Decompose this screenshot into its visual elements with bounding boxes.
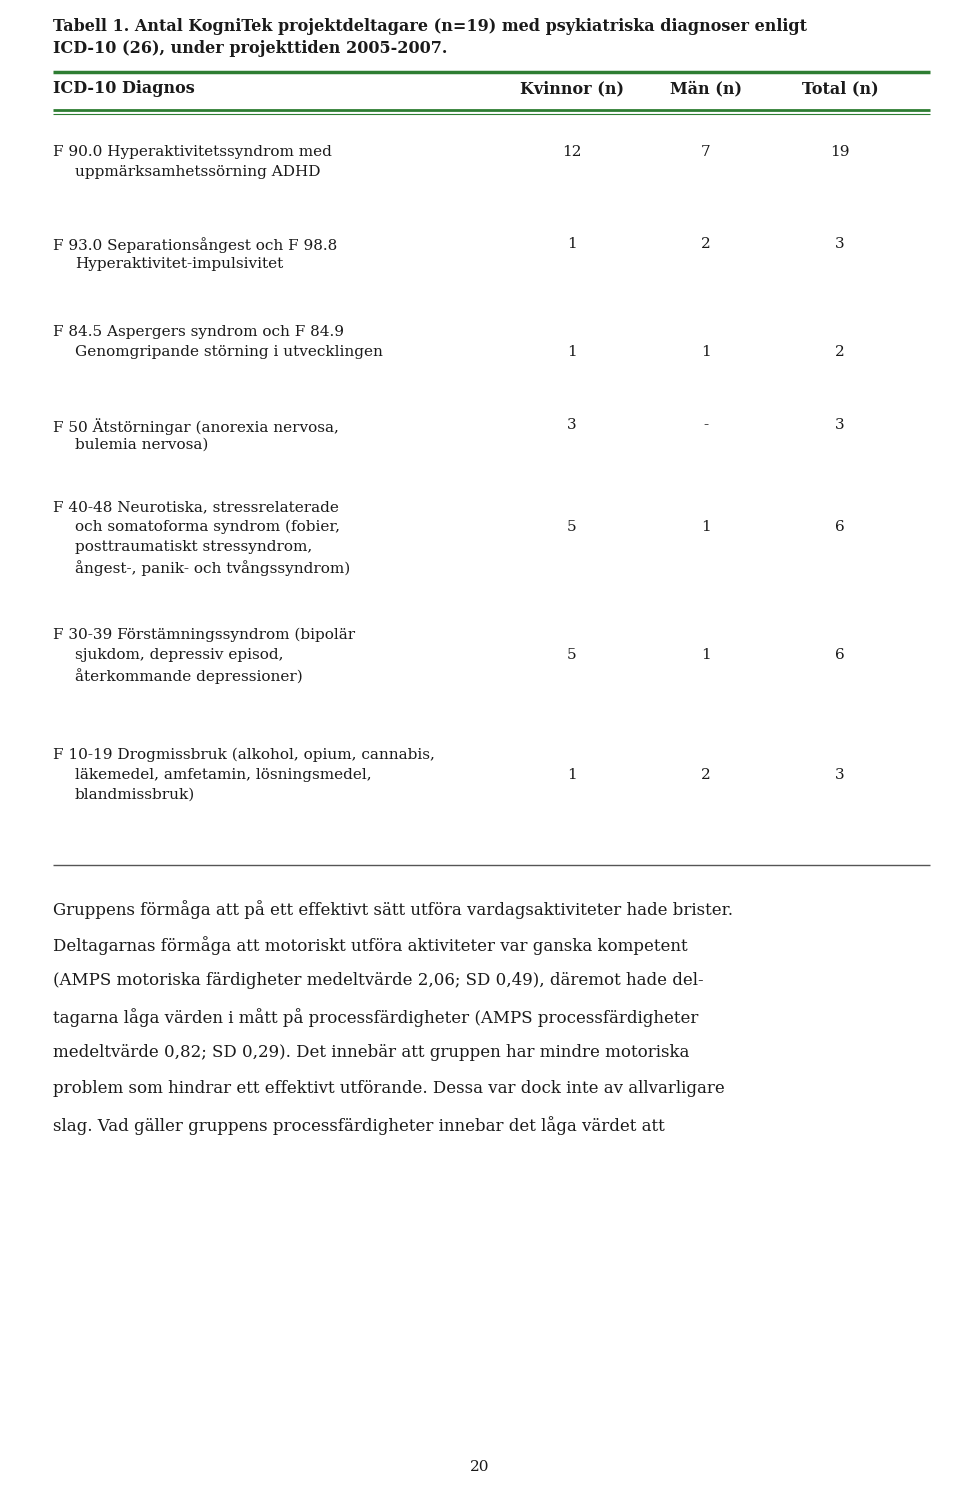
Text: 3: 3	[835, 418, 845, 432]
Text: ICD-10 (26), under projekttiden 2005-2007.: ICD-10 (26), under projekttiden 2005-200…	[53, 40, 447, 57]
Text: 1: 1	[701, 345, 710, 359]
Text: 20: 20	[470, 1461, 490, 1474]
Text: bulemia nervosa): bulemia nervosa)	[75, 438, 208, 453]
Text: 2: 2	[835, 345, 845, 359]
Text: F 93.0 Separationsångest och F 98.8: F 93.0 Separationsångest och F 98.8	[53, 237, 337, 253]
Text: Tabell 1. Antal KogniTek projektdeltagare (n=19) med psykiatriska diagnoser enli: Tabell 1. Antal KogniTek projektdeltagar…	[53, 18, 807, 36]
Text: Gruppens förmåga att på ett effektivt sätt utföra vardagsaktiviteter hade briste: Gruppens förmåga att på ett effektivt sä…	[53, 899, 733, 919]
Text: 1: 1	[567, 345, 577, 359]
Text: 12: 12	[563, 144, 582, 159]
Text: medeltvärde 0,82; SD 0,29). Det innebär att gruppen har mindre motoriska: medeltvärde 0,82; SD 0,29). Det innebär …	[53, 1044, 689, 1062]
Text: 2: 2	[701, 768, 710, 782]
Text: läkemedel, amfetamin, lösningsmedel,: läkemedel, amfetamin, lösningsmedel,	[75, 768, 372, 782]
Text: F 40-48 Neurotiska, stressrelaterade: F 40-48 Neurotiska, stressrelaterade	[53, 500, 339, 514]
Text: 1: 1	[567, 768, 577, 782]
Text: 1: 1	[567, 237, 577, 252]
Text: 7: 7	[701, 144, 710, 159]
Text: ICD-10 Diagnos: ICD-10 Diagnos	[53, 80, 195, 97]
Text: 19: 19	[830, 144, 850, 159]
Text: (AMPS motoriska färdigheter medeltvärde 2,06; SD 0,49), däremot hade del-: (AMPS motoriska färdigheter medeltvärde …	[53, 972, 704, 989]
Text: 3: 3	[835, 768, 845, 782]
Text: 3: 3	[835, 237, 845, 252]
Text: 3: 3	[567, 418, 577, 432]
Text: F 84.5 Aspergers syndrom och F 84.9: F 84.5 Aspergers syndrom och F 84.9	[53, 325, 344, 339]
Text: 1: 1	[701, 520, 710, 535]
Text: F 30-39 Förstämningssyndrom (bipolär: F 30-39 Förstämningssyndrom (bipolär	[53, 628, 355, 642]
Text: Genomgripande störning i utvecklingen: Genomgripande störning i utvecklingen	[75, 345, 383, 359]
Text: 2: 2	[701, 237, 710, 252]
Text: F 50 Ätstörningar (anorexia nervosa,: F 50 Ätstörningar (anorexia nervosa,	[53, 418, 339, 435]
Text: posttraumatiskt stressyndrom,: posttraumatiskt stressyndrom,	[75, 541, 312, 554]
Text: blandmissbruk): blandmissbruk)	[75, 788, 195, 803]
Text: återkommande depressioner): återkommande depressioner)	[75, 669, 302, 683]
Text: 5: 5	[567, 520, 577, 535]
Text: Total (n): Total (n)	[802, 80, 878, 97]
Text: tagarna låga värden i mått på processfärdigheter (AMPS processfärdigheter: tagarna låga värden i mått på processfär…	[53, 1008, 698, 1027]
Text: 1: 1	[701, 648, 710, 663]
Text: -: -	[704, 418, 708, 432]
Text: 5: 5	[567, 648, 577, 663]
Text: sjukdom, depressiv episod,: sjukdom, depressiv episod,	[75, 648, 283, 663]
Text: slag. Vad gäller gruppens processfärdigheter innebar det låga värdet att: slag. Vad gäller gruppens processfärdigh…	[53, 1115, 664, 1135]
Text: 6: 6	[835, 520, 845, 535]
Text: F 90.0 Hyperaktivitetssyndrom med: F 90.0 Hyperaktivitetssyndrom med	[53, 144, 332, 159]
Text: uppmärksamhetssörning ADHD: uppmärksamhetssörning ADHD	[75, 165, 321, 179]
Text: 6: 6	[835, 648, 845, 663]
Text: Män (n): Män (n)	[670, 80, 742, 97]
Text: Hyperaktivitet-impulsivitet: Hyperaktivitet-impulsivitet	[75, 258, 283, 271]
Text: Kvinnor (n): Kvinnor (n)	[520, 80, 624, 97]
Text: och somatoforma syndrom (fobier,: och somatoforma syndrom (fobier,	[75, 520, 340, 535]
Text: F 10-19 Drogmissbruk (alkohol, opium, cannabis,: F 10-19 Drogmissbruk (alkohol, opium, ca…	[53, 747, 435, 762]
Text: problem som hindrar ett effektivt utförande. Dessa var dock inte av allvarligare: problem som hindrar ett effektivt utföra…	[53, 1080, 725, 1097]
Text: Deltagarnas förmåga att motoriskt utföra aktiviteter var ganska kompetent: Deltagarnas förmåga att motoriskt utföra…	[53, 937, 687, 954]
Text: ångest-, panik- och tvångssyndrom): ångest-, panik- och tvångssyndrom)	[75, 560, 350, 576]
